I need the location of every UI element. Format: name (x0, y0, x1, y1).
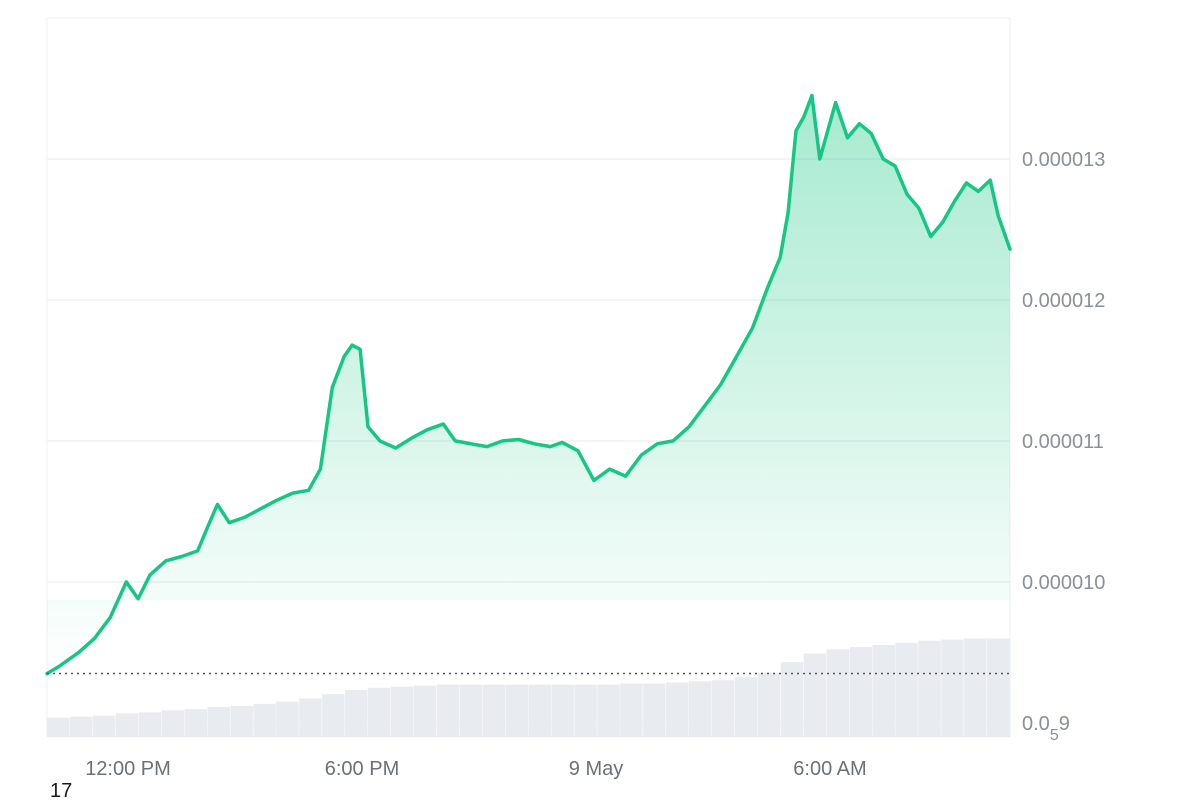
volume-bar (597, 684, 620, 737)
y-tick-label: 0.059 (1022, 713, 1070, 744)
y-tick-label: 0.000011 (1022, 431, 1104, 453)
volume-bar (138, 712, 162, 737)
volume-bar (253, 703, 276, 737)
volume-bar (895, 642, 918, 737)
volume-bar (207, 707, 230, 737)
volume-bar (115, 713, 139, 737)
volume-bar (620, 683, 643, 737)
volume-bar (482, 684, 506, 737)
volume-bar (666, 682, 689, 737)
volume-bar (734, 677, 758, 737)
x-tick-label: 6:00 AM (793, 758, 866, 780)
volume-bar (689, 681, 712, 737)
volume-bar (872, 644, 895, 737)
volume-bar (711, 680, 735, 737)
volume-bar (826, 649, 849, 737)
volume-bar (803, 653, 827, 737)
price-area (45, 93, 1012, 676)
volume-bar (780, 662, 804, 737)
volume-bar (849, 647, 872, 737)
corner-label: 17 (50, 780, 73, 802)
volume-bar (345, 689, 368, 737)
volume-bar (184, 709, 207, 737)
volume-bar (551, 684, 574, 737)
volume-bars (47, 638, 1010, 737)
volume-bar (918, 640, 941, 737)
volume-bar (299, 698, 322, 737)
volume-bar (964, 638, 987, 737)
volume-bar (505, 684, 528, 737)
x-axis: 12:00 PM 6:00 PM 9 May 6:00 AM (85, 758, 867, 780)
volume-bar (436, 684, 460, 737)
x-tick-label: 9 May (569, 758, 623, 780)
volume-bar (276, 701, 299, 737)
volume-bar (643, 683, 666, 737)
volume-bar (368, 687, 391, 737)
volume-bar (574, 684, 597, 737)
x-tick-label: 12:00 PM (85, 758, 171, 780)
volume-bar (161, 710, 185, 737)
price-area-fill (47, 95, 1010, 674)
volume-bar (987, 638, 1010, 737)
x-tick-label: 6:00 PM (325, 758, 399, 780)
volume-bar (413, 685, 437, 737)
volume-bar (459, 684, 483, 737)
y-tick-label: 0.000012 (1022, 290, 1105, 312)
volume-bar (390, 686, 414, 737)
y-tick-label: 0.000013 (1022, 149, 1105, 171)
y-axis: 0.000013 0.000012 0.000011 0.000010 0.059 (1022, 149, 1105, 744)
volume-bar (69, 716, 93, 737)
volume-bar (528, 684, 551, 737)
volume-bar (92, 715, 116, 737)
volume-bar (757, 672, 781, 737)
volume-bar (322, 694, 345, 737)
volume-bar (47, 717, 70, 737)
volume-bar (941, 639, 964, 737)
volume-bar (230, 705, 253, 737)
y-tick-label: 0.000010 (1022, 572, 1105, 594)
price-line (45, 93, 1012, 676)
